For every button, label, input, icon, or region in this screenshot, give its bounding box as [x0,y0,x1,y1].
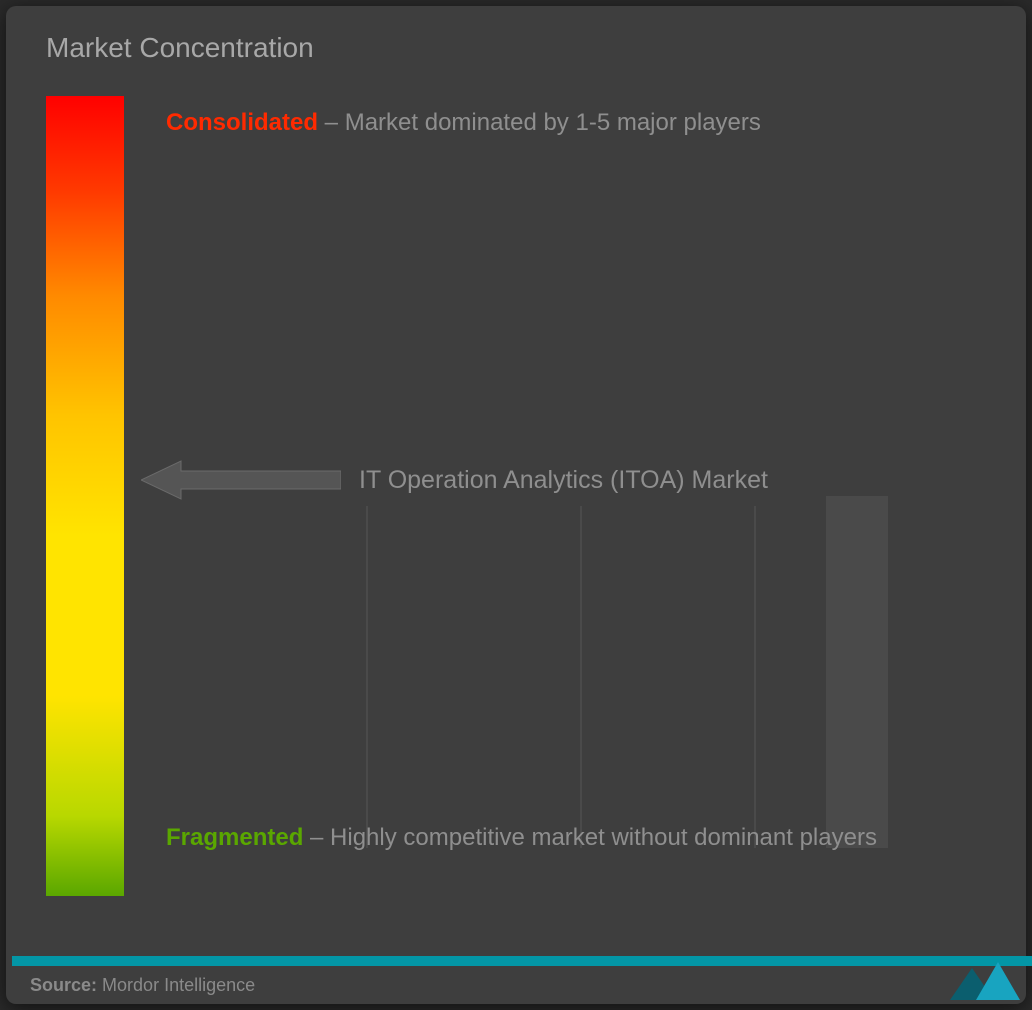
infographic-card: Market Concentration Consolidated – Mark… [6,6,1026,1004]
fragmented-label: Fragmented – Highly competitive market w… [166,816,877,859]
bg-line [754,506,756,848]
market-pointer: IT Operation Analytics (ITOA) Market [141,459,768,501]
consolidated-label: Consolidated – Market dominated by 1-5 m… [166,106,761,140]
fragmented-strong: Fragmented [166,824,303,851]
consolidated-desc: – Market dominated by 1-5 major players [318,109,761,136]
consolidated-strong: Consolidated [166,109,318,136]
bg-line [366,506,368,848]
source-value: Mordor Intelligence [102,975,255,995]
market-name-label: IT Operation Analytics (ITOA) Market [359,466,768,495]
brand-logo-icon [942,958,1022,1004]
source-attribution: Source: Mordor Intelligence [30,975,255,996]
footer-accent-bar [12,956,1032,966]
arrow-left-icon [141,459,341,501]
bg-line [580,506,582,848]
fragmented-desc: – Highly competitive market without domi… [303,824,877,851]
concentration-gradient-bar [46,96,124,896]
source-label: Source: [30,975,97,995]
chart-title: Market Concentration [46,32,314,64]
bg-bar [826,496,888,848]
